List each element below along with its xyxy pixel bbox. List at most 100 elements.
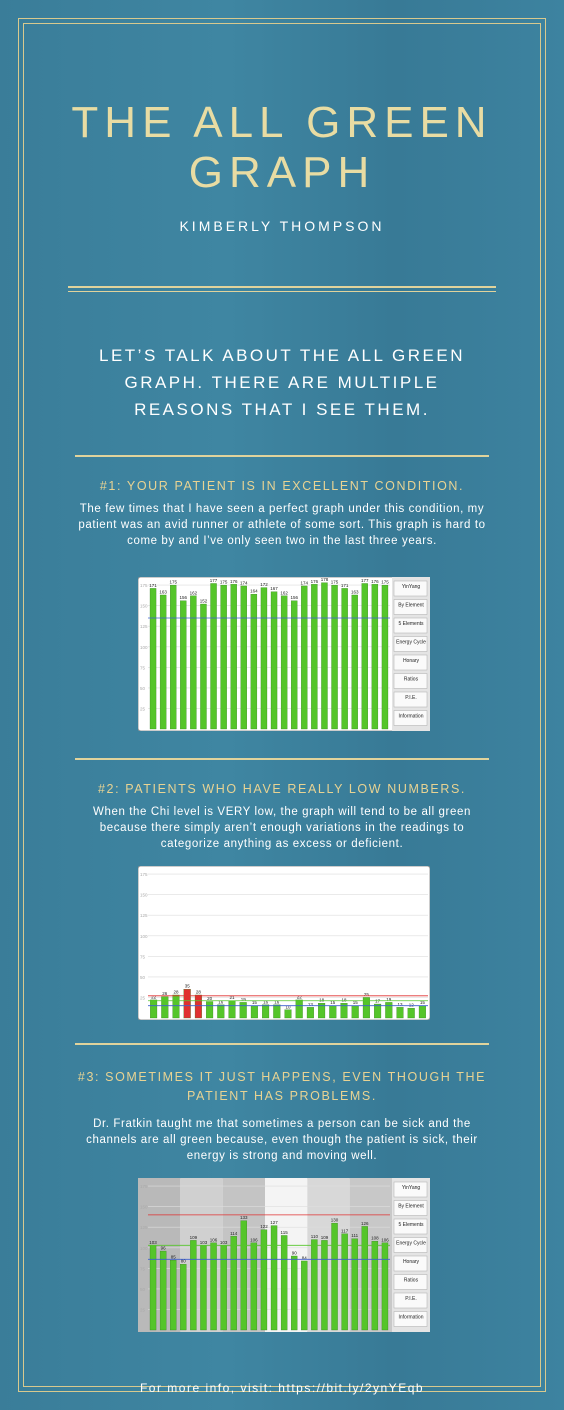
value-label: 109: [321, 1235, 329, 1240]
value-label: 156: [290, 595, 298, 600]
value-label: 171: [149, 583, 157, 588]
value-label: 175: [220, 580, 228, 585]
bar: [220, 584, 227, 730]
panel-button: [393, 1218, 428, 1235]
bar: [206, 1001, 214, 1019]
bar: [318, 1003, 326, 1019]
value-label: 19: [241, 997, 247, 1002]
value-label: 13: [308, 1002, 314, 1007]
value-label: 96: [161, 1246, 167, 1251]
value-label: 21: [229, 995, 235, 1000]
value-label: 164: [250, 589, 258, 594]
bar: [351, 1238, 358, 1331]
value-label: 25: [364, 992, 370, 997]
panel-button: [393, 691, 428, 708]
section-heading: #3: SOMETIMES IT JUST HAPPENS, EVEN THOU…: [77, 1070, 487, 1103]
y-tick-label: 100: [140, 645, 148, 650]
panel-button: [393, 636, 428, 652]
border: [18, 18, 546, 1392]
bar: [301, 1260, 308, 1331]
panel-button-label: YinYang: [402, 1185, 421, 1191]
bar: [374, 1003, 382, 1019]
section-heading: #2: PATIENTS WHO HAVE REALLY LOW NUMBERS…: [98, 782, 466, 796]
bar: [321, 1240, 328, 1331]
bar: [239, 1002, 247, 1019]
panel-button-label: P.I.E.: [405, 695, 417, 701]
value-label: 172: [260, 582, 268, 587]
value-label: 109: [190, 1235, 198, 1240]
bar: [295, 999, 303, 1019]
panel-button-label: 5 Elements: [398, 621, 424, 627]
bar: [180, 1264, 187, 1331]
border: [23, 23, 541, 1387]
bar: [270, 1225, 278, 1331]
value-label: 111: [351, 1233, 358, 1238]
y-tick-label: 25: [140, 706, 146, 711]
panel-button-label: Information: [398, 1315, 423, 1321]
value-label: 18: [341, 998, 347, 1003]
y-tick-label: 50: [140, 1287, 146, 1292]
bar: [371, 584, 379, 730]
value-label: 90: [292, 1251, 298, 1256]
divider: [68, 286, 496, 288]
value-label: 22: [297, 994, 303, 999]
divider: [75, 455, 489, 457]
y-tick-label: 75: [140, 954, 146, 959]
value-label: 177: [210, 578, 218, 583]
value-label: 171: [341, 583, 349, 588]
panel-button-label: By Element: [398, 603, 424, 609]
bar: [200, 1245, 207, 1331]
bar: [183, 989, 191, 1019]
divider: [75, 1043, 489, 1045]
y-tick-label: 100: [140, 934, 148, 939]
panel-button: [393, 1255, 428, 1272]
value-label: 176: [311, 579, 319, 584]
bar: [220, 1245, 227, 1331]
value-label: 175: [381, 580, 389, 585]
bar: [262, 1004, 270, 1019]
bar: [240, 1220, 247, 1331]
panel-button-label: 5 Elements: [398, 1222, 424, 1228]
bar: [396, 1007, 404, 1019]
value-label: 28: [173, 989, 179, 994]
bar: [250, 1005, 258, 1019]
divider: [75, 758, 489, 760]
bar: [371, 1241, 379, 1331]
value-label: 106: [381, 1237, 389, 1242]
panel-button: [393, 654, 428, 671]
bar: [260, 587, 268, 730]
bar: [340, 1003, 348, 1019]
bar: [230, 1236, 237, 1331]
value-label: 35: [185, 984, 191, 989]
bar: [291, 600, 298, 730]
y-tick-label: 125: [140, 624, 148, 629]
bar: [170, 1259, 177, 1331]
bar: [301, 585, 308, 730]
bar: [149, 1245, 157, 1331]
bar: [331, 1222, 338, 1331]
bar: [280, 595, 288, 730]
panel-button: [393, 1181, 428, 1198]
bar: [240, 585, 247, 730]
value-label: 176: [230, 579, 238, 584]
value-label: 15: [353, 1000, 359, 1005]
y-tick-label: 175: [140, 583, 148, 588]
value-label: 175: [169, 580, 177, 585]
panel-button: [393, 710, 428, 726]
value-label: 13: [397, 1002, 403, 1007]
value-label: 16: [218, 999, 224, 1004]
y-tick-label: 25: [140, 995, 146, 1000]
value-label: 177: [361, 578, 369, 583]
value-label: 15: [252, 1000, 258, 1005]
value-label: 19: [386, 997, 392, 1002]
value-label: 106: [250, 1237, 258, 1242]
value-label: 174: [301, 580, 309, 585]
bar: [270, 591, 278, 730]
value-label: 18: [319, 998, 325, 1003]
panel-button: [393, 1274, 428, 1290]
value-label: 178: [321, 577, 329, 582]
panel-button-label: By Element: [398, 1204, 424, 1210]
value-label: 108: [371, 1236, 379, 1241]
